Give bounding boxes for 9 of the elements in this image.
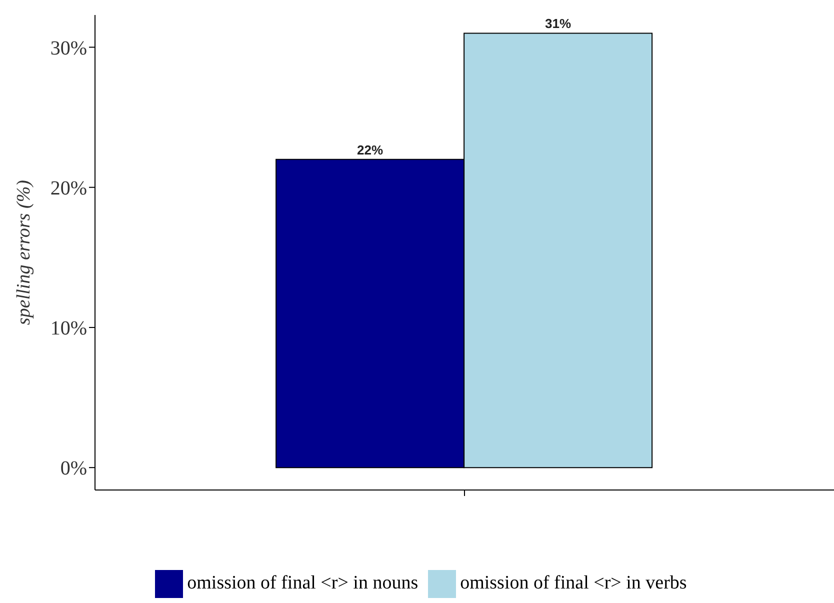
data-label: 31% — [545, 16, 572, 32]
y-tick-label: 20% — [50, 177, 87, 200]
y-tick-label: 10% — [50, 318, 87, 340]
y-tick-label: 0% — [60, 458, 87, 480]
data-label: 22% — [357, 142, 384, 158]
legend-label: omission of final <r> in nouns — [187, 572, 418, 594]
legend-label: omission of final <r> in verbs — [460, 572, 687, 594]
y-axis-title: spelling errors (%) — [14, 180, 35, 325]
y-tick-label: 30% — [50, 37, 87, 60]
